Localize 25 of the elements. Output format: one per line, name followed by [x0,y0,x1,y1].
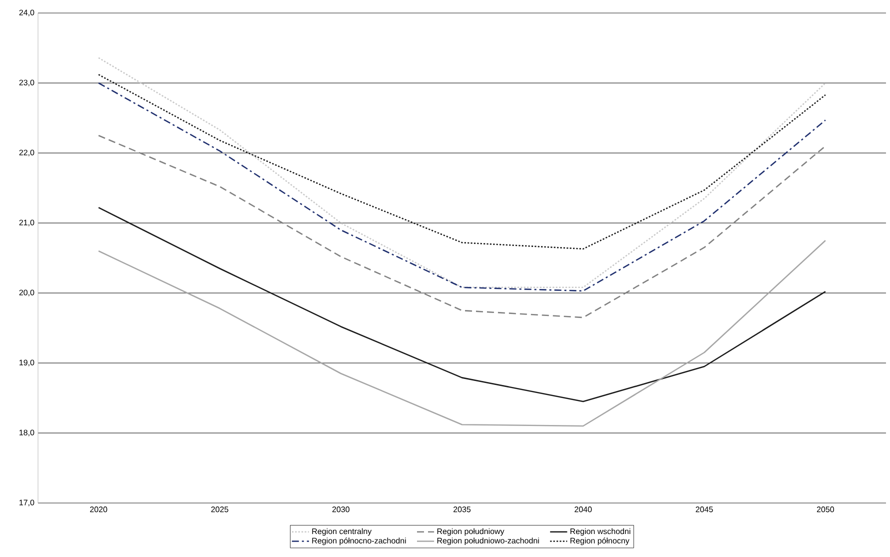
x-tick-label: 2020 [90,506,108,512]
legend-label: Region południowy [437,528,504,536]
x-tick-label: 2040 [574,506,592,512]
y-tick-label: 23,0 [19,80,34,86]
line-series [98,206,826,402]
y-tick-label: 19,0 [20,360,34,366]
line-series [98,240,826,427]
line-series [98,134,826,318]
x-tick-label: 2025 [211,506,228,512]
y-tick-label: 22,0 [19,150,34,156]
legend-label: Region centralny [312,528,372,536]
x-tick-label: 2035 [454,506,471,512]
legend-label: Region wschodni [570,528,630,536]
line-series [98,74,826,250]
y-tick-label: 18,0 [20,430,34,436]
x-tick-label: 2050 [816,506,834,512]
y-tick-label: 21,0 [19,220,34,226]
legend-label: Region północny [570,538,630,546]
y-tick-label: 20,0 [19,290,34,296]
x-tick-label: 2030 [332,506,350,512]
legend-label: Region północno-zachodni [312,538,406,546]
x-tick-label: 2045 [696,506,713,512]
y-tick-label: 24,0 [19,10,34,16]
legend-label: Region południowo-zachodni [437,538,539,546]
y-tick-label: 17,0 [20,500,34,506]
